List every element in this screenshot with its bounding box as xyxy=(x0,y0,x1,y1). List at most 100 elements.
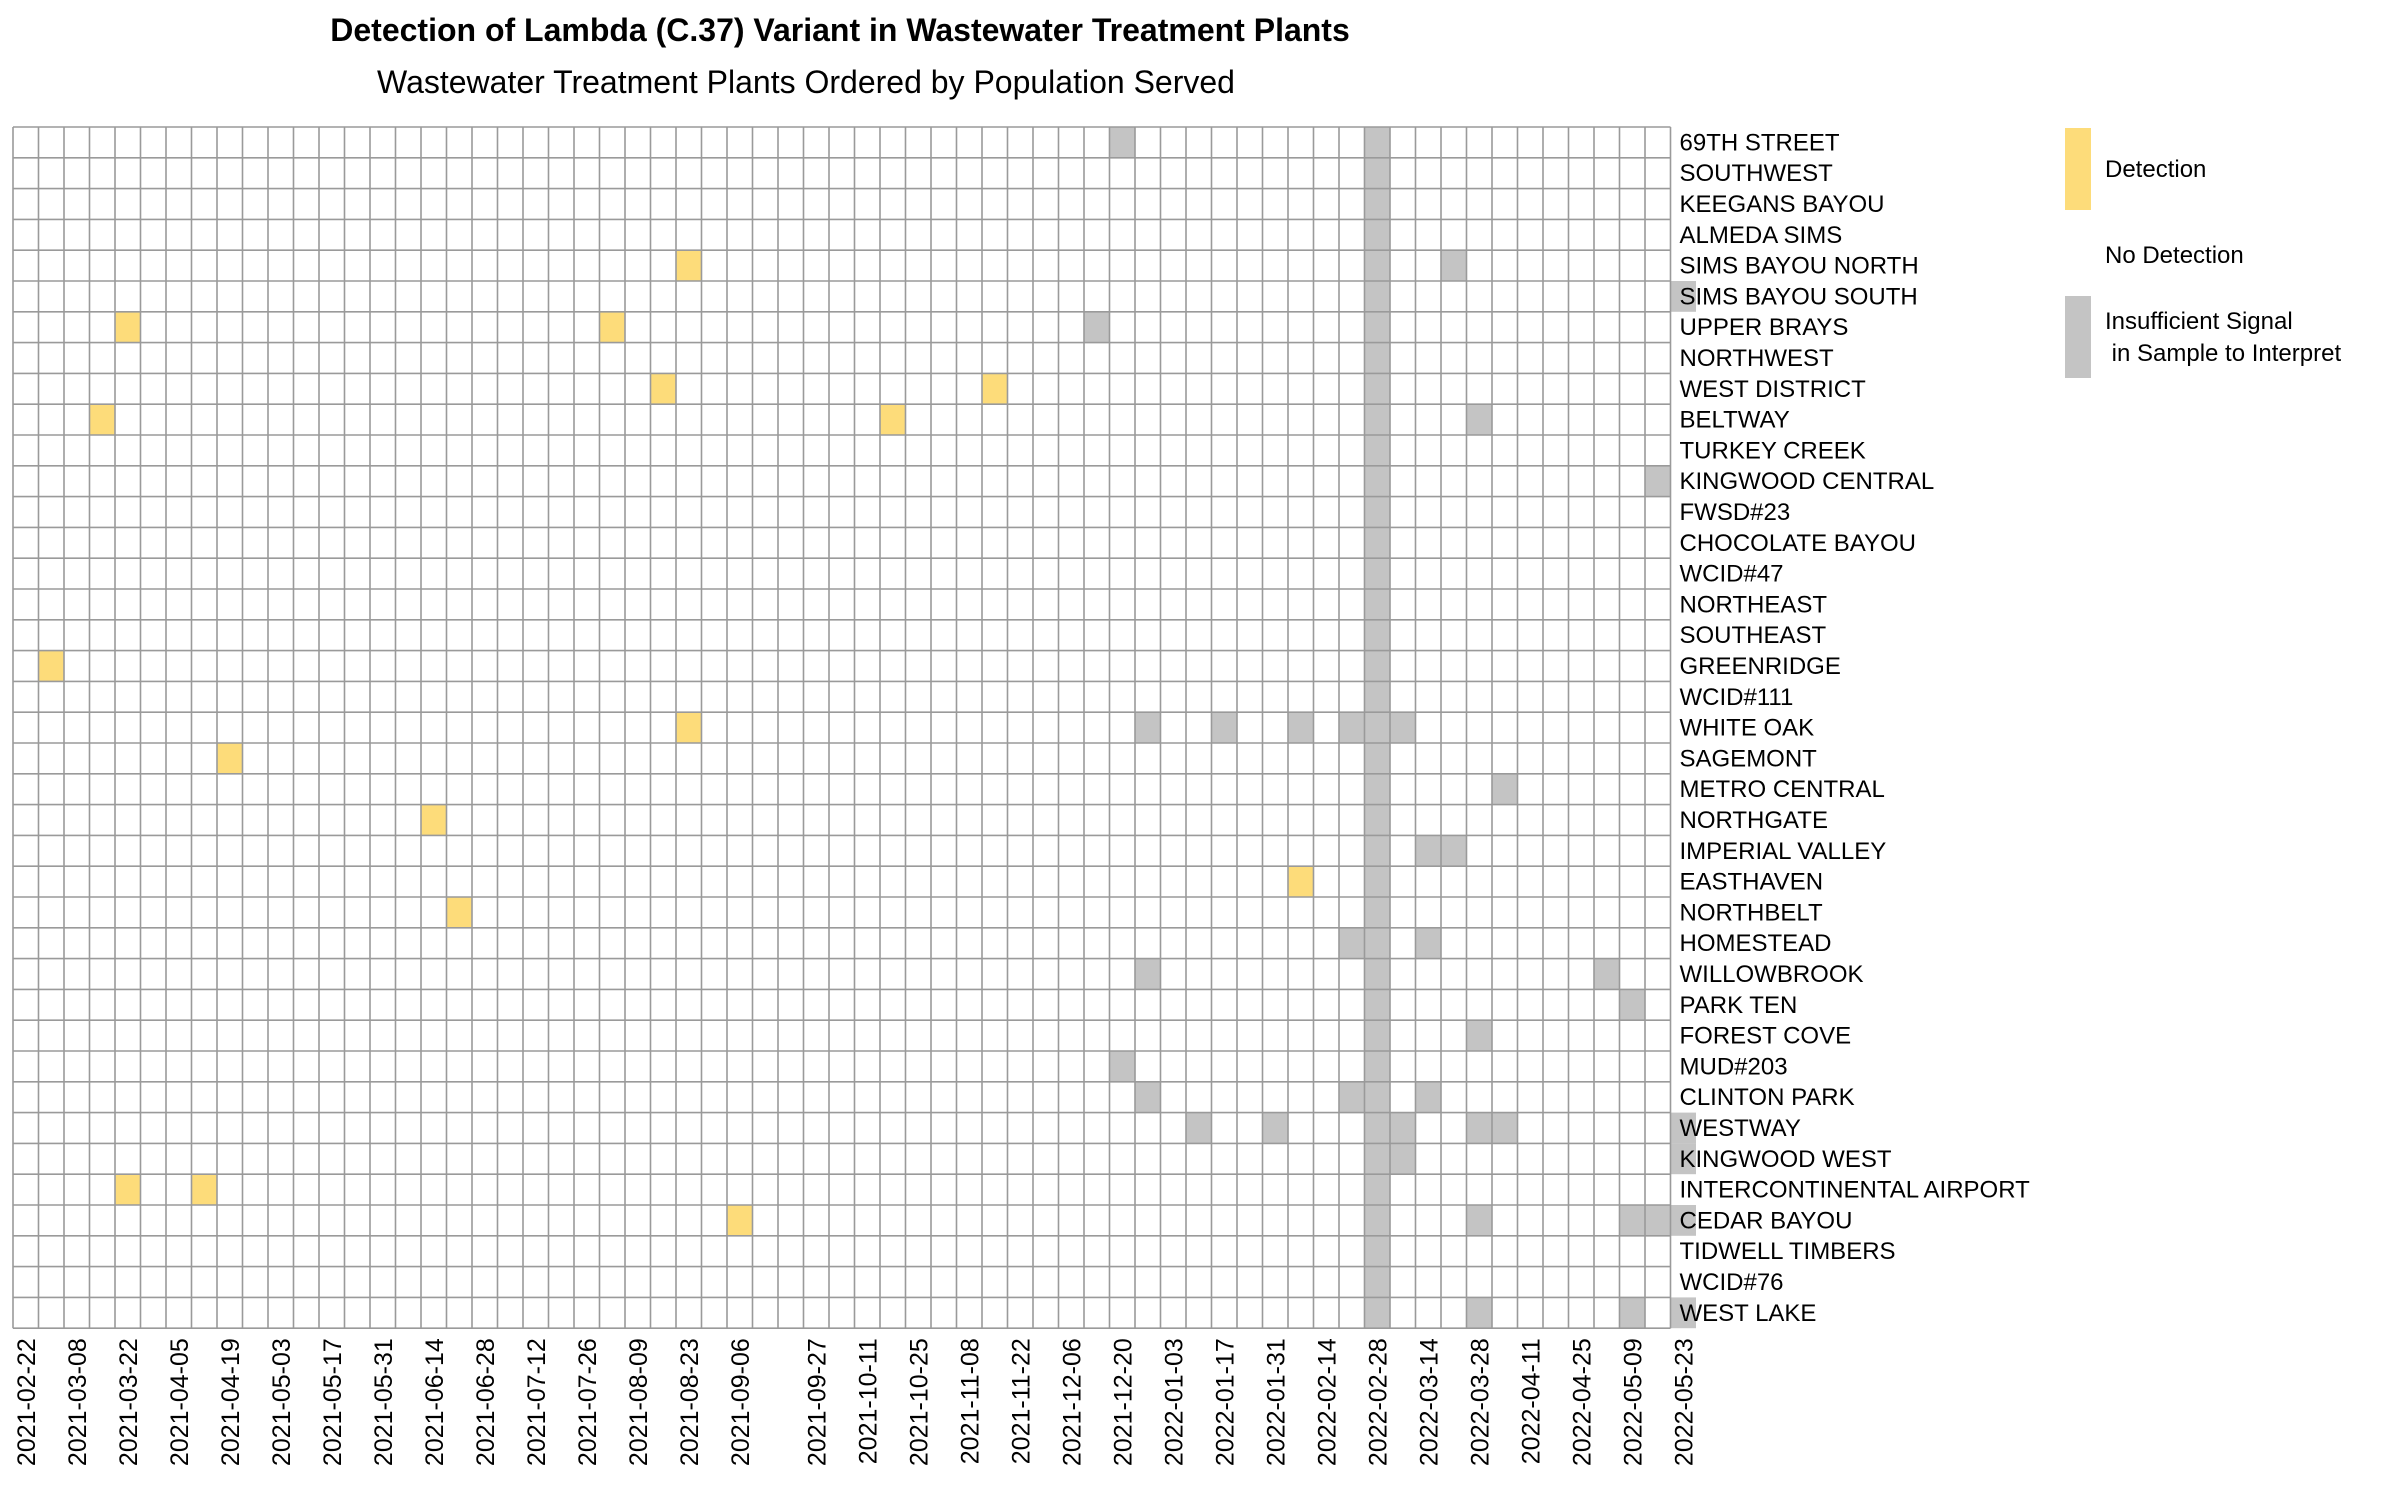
plant-label: NORTHBELT xyxy=(1680,899,1823,926)
date-tick-label: 2021-02-22 xyxy=(13,1338,41,1466)
detection-cell xyxy=(217,743,243,774)
insufficient-signal-cell xyxy=(1186,1112,1212,1144)
date-tick-label: 2022-01-03 xyxy=(1160,1338,1188,1466)
insufficient-signal-cell xyxy=(1262,1112,1288,1144)
chart-subtitle: Wastewater Treatment Plants Ordered by P… xyxy=(377,64,1235,100)
plant-label: WILLOWBROOK xyxy=(1680,961,1864,988)
legend-swatch-insufficient xyxy=(2065,296,2091,378)
legend-swatch-no-detection xyxy=(2065,212,2091,294)
date-tick-label: 2021-06-28 xyxy=(472,1338,500,1466)
legend-swatch-detection xyxy=(2065,128,2091,210)
detection-cell xyxy=(446,897,472,928)
date-tick-label: 2022-01-17 xyxy=(1211,1338,1239,1466)
chart-title: Detection of Lambda (C.37) Variant in Wa… xyxy=(330,12,1350,48)
plant-label: WEST DISTRICT xyxy=(1680,376,1867,403)
plant-label: WESTWAY xyxy=(1680,1115,1801,1142)
insufficient-signal-cell xyxy=(1135,712,1161,743)
plant-label: UPPER BRAYS xyxy=(1680,314,1849,341)
plant-label: CLINTON PARK xyxy=(1680,1084,1855,1111)
plant-label: HOMESTEAD xyxy=(1680,930,1832,957)
date-tick-label: 2022-01-31 xyxy=(1262,1338,1290,1466)
date-tick-label: 2021-12-06 xyxy=(1058,1338,1086,1466)
date-tick-label: 2022-04-25 xyxy=(1568,1338,1596,1466)
plant-label: PARK TEN xyxy=(1680,992,1798,1019)
plant-label: WEST LAKE xyxy=(1680,1300,1817,1327)
insufficient-signal-cell xyxy=(1084,311,1110,343)
detection-cell xyxy=(38,650,64,682)
detection-cell xyxy=(880,404,906,435)
plant-label: GREENRIDGE xyxy=(1680,653,1841,680)
plant-label: SOUTHEAST xyxy=(1680,622,1827,649)
plant-label: IMPERIAL VALLEY xyxy=(1680,838,1887,865)
date-tick-label: 2022-03-28 xyxy=(1466,1338,1494,1466)
date-tick-label: 2021-08-09 xyxy=(625,1338,653,1466)
detection-cell xyxy=(982,373,1008,405)
detection-cell xyxy=(191,1174,217,1205)
insufficient-signal-cell xyxy=(1466,1112,1492,1144)
plant-label: SIMS BAYOU NORTH xyxy=(1680,253,1919,280)
date-tick-label: 2021-05-03 xyxy=(268,1338,296,1466)
insufficient-signal-cell xyxy=(1492,1112,1518,1144)
detection-cell xyxy=(421,804,447,836)
insufficient-signal-cell xyxy=(1594,958,1620,990)
plant-label: SAGEMONT xyxy=(1680,745,1818,772)
detection-cell xyxy=(115,311,141,343)
plant-label: FWSD#23 xyxy=(1680,499,1791,526)
insufficient-signal-cell xyxy=(1670,1297,1696,1329)
insufficient-signal-cell xyxy=(1670,1112,1696,1144)
insufficient-signal-cell xyxy=(1670,1143,1696,1175)
plant-label: TIDWELL TIMBERS xyxy=(1680,1238,1896,1265)
date-tick-label: 2021-04-05 xyxy=(166,1338,194,1466)
insufficient-signal-cell xyxy=(1339,927,1365,959)
plant-label: METRO CENTRAL xyxy=(1680,776,1885,803)
plant-label: ALMEDA SIMS xyxy=(1680,222,1843,249)
insufficient-signal-cell xyxy=(1288,712,1314,743)
insufficient-signal-cell xyxy=(1466,1205,1492,1236)
insufficient-signal-cell xyxy=(1670,281,1696,312)
plant-label: TURKEY CREEK xyxy=(1680,437,1866,464)
date-tick-label: 2021-03-22 xyxy=(115,1338,143,1466)
detection-cell xyxy=(89,404,115,435)
date-tick-label: 2021-07-26 xyxy=(574,1338,602,1466)
insufficient-signal-cell xyxy=(1466,1020,1492,1051)
plant-labels: 69TH STREET SOUTHWEST KEEGANS BAYOU ALMEDA … xyxy=(1680,129,2031,1326)
plant-label: EASTHAVEN xyxy=(1680,869,1824,896)
date-tick-label: 2021-10-25 xyxy=(905,1338,933,1466)
plant-label: INTERCONTINENTAL AIRPORT xyxy=(1680,1177,2031,1204)
legend-label-detection: Detection xyxy=(2105,156,2207,183)
plant-label: CEDAR BAYOU xyxy=(1680,1207,1853,1234)
insufficient-signal-cell xyxy=(1619,989,1645,1021)
plant-label: SOUTHWEST xyxy=(1680,160,1834,187)
date-tick-label: 2022-02-14 xyxy=(1313,1338,1341,1466)
date-tick-label: 2021-05-17 xyxy=(319,1338,347,1466)
detection-cell xyxy=(650,373,676,405)
insufficient-signal-cell xyxy=(1109,127,1135,158)
date-tick-label: 2021-11-22 xyxy=(1007,1338,1035,1464)
detection-cell xyxy=(115,1174,141,1205)
plant-label: WCID#76 xyxy=(1680,1269,1784,1296)
insufficient-signal-cell xyxy=(1670,1205,1696,1236)
plant-label: NORTHWEST xyxy=(1680,345,1835,372)
insufficient-signal-cell xyxy=(1339,712,1365,743)
date-tick-label: 2022-02-28 xyxy=(1364,1338,1392,1466)
date-tick-label: 2021-06-14 xyxy=(421,1338,449,1466)
date-tick-label: 2021-12-20 xyxy=(1109,1338,1137,1466)
insufficient-signal-cell xyxy=(1645,465,1671,497)
heatmap-background xyxy=(13,127,1671,1329)
insufficient-signal-cell xyxy=(1109,1051,1135,1082)
insufficient-signal-cell xyxy=(1390,712,1416,743)
date-tick-labels: 2021-02-22 2021-03-08 2021-03-22 2021-04-05… xyxy=(13,1338,1699,1466)
date-tick-label: 2022-05-09 xyxy=(1619,1338,1647,1466)
date-tick-label: 2022-03-14 xyxy=(1415,1338,1443,1466)
insufficient-signal-cell xyxy=(1390,1143,1416,1175)
plant-label: CHOCOLATE BAYOU xyxy=(1680,530,1916,557)
date-tick-label: 2021-10-11 xyxy=(854,1338,882,1464)
date-tick-label: 2021-08-23 xyxy=(676,1338,704,1466)
plant-label: WCID#47 xyxy=(1680,561,1784,588)
plant-label: NORTHEAST xyxy=(1680,591,1828,618)
plant-label: KINGWOOD CENTRAL xyxy=(1680,468,1935,495)
insufficient-signal-cell xyxy=(1466,1297,1492,1329)
date-tick-label: 2021-03-08 xyxy=(64,1338,92,1466)
detection-cell xyxy=(1288,866,1314,897)
plant-label: KEEGANS BAYOU xyxy=(1680,191,1885,218)
